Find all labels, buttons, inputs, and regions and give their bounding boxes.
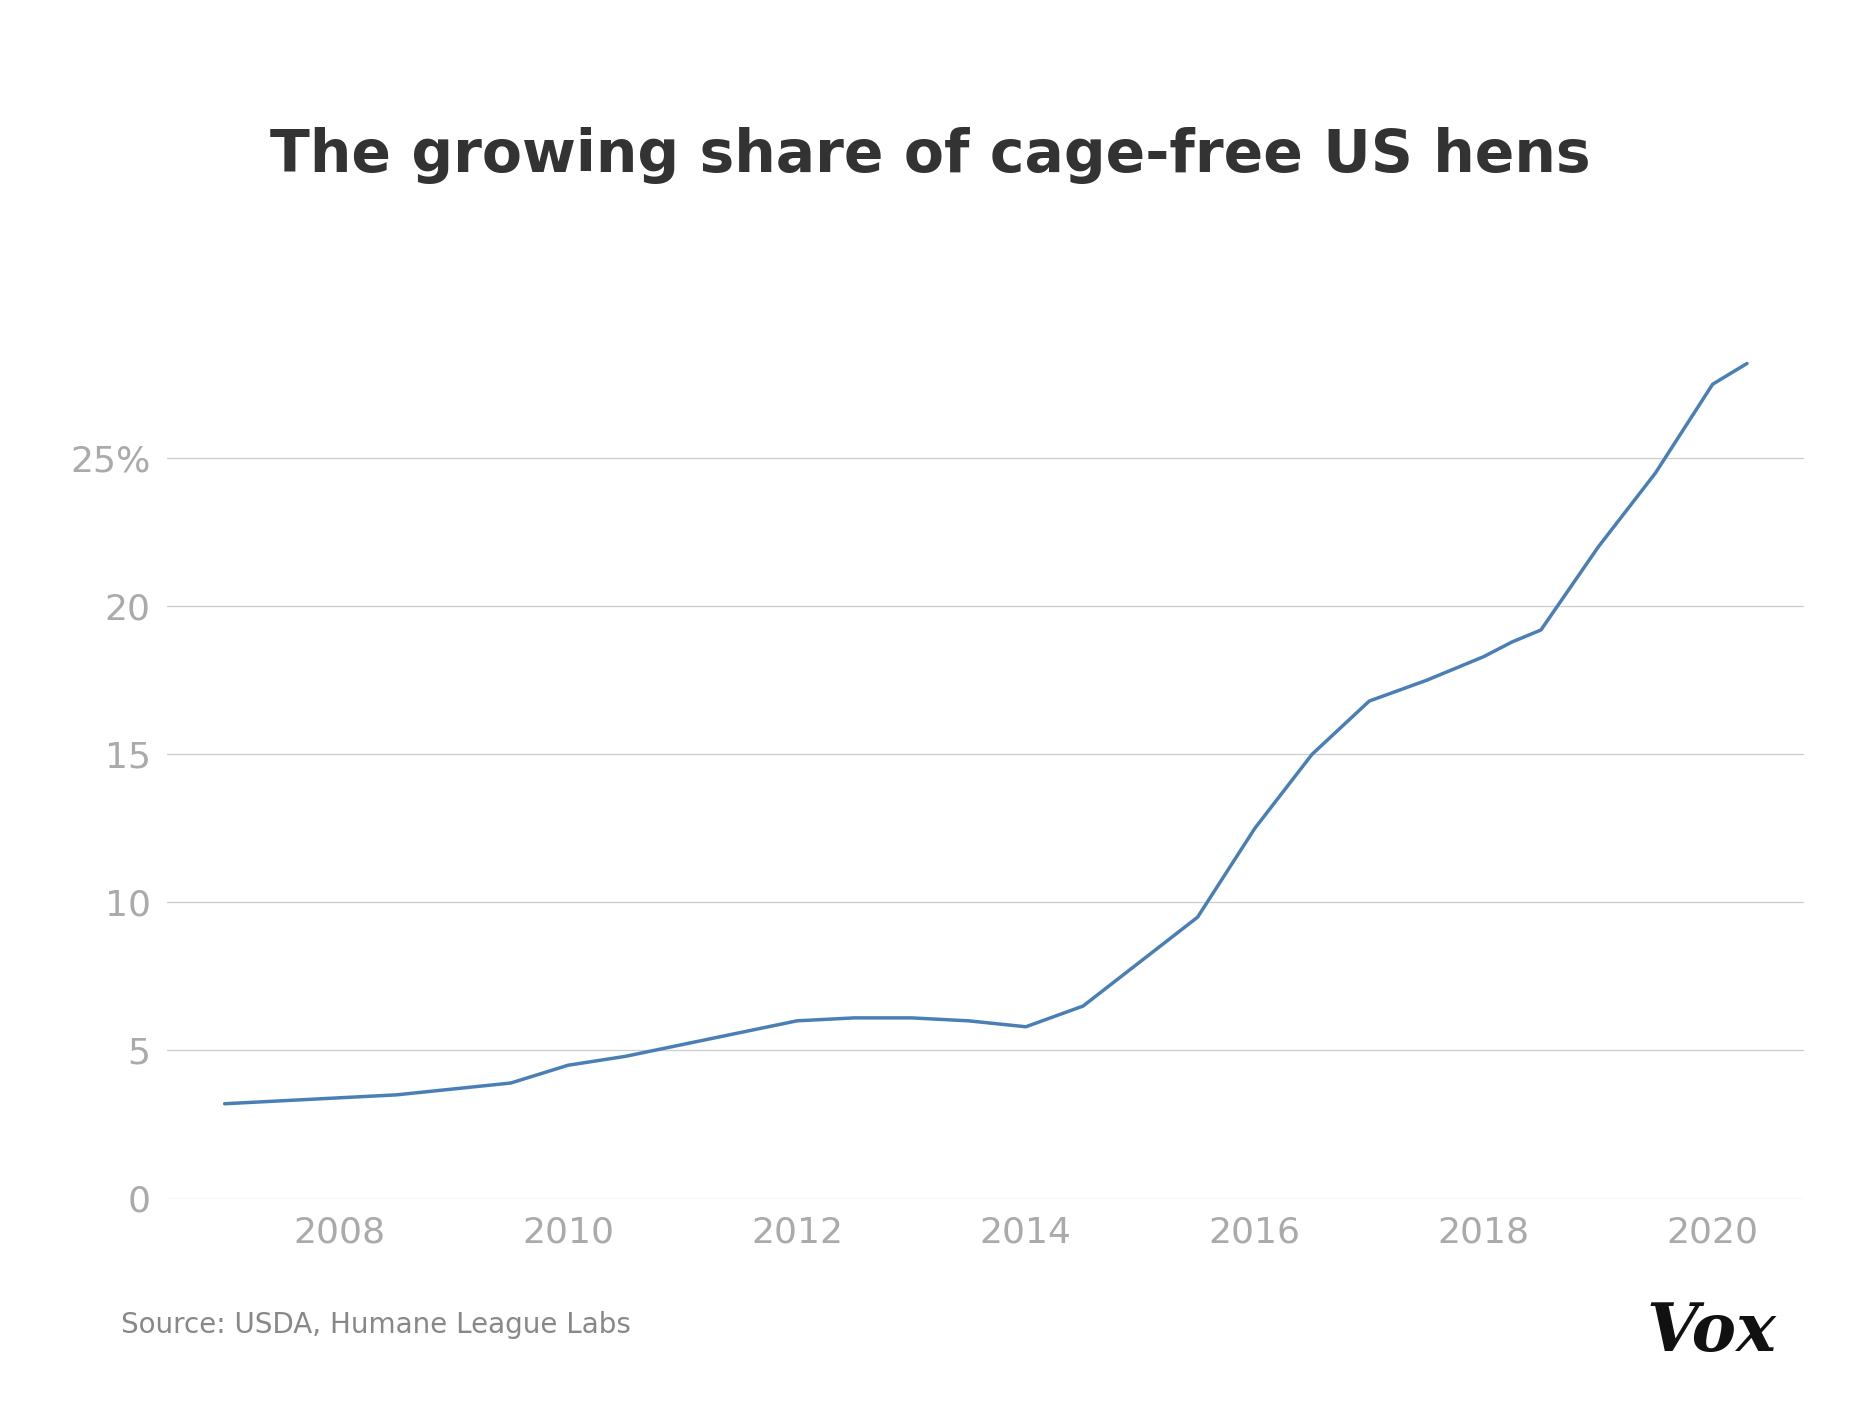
Text: Source: USDA, Humane League Labs: Source: USDA, Humane League Labs xyxy=(121,1311,631,1340)
Text: The growing share of cage-free US hens: The growing share of cage-free US hens xyxy=(270,127,1590,183)
Text: Vox: Vox xyxy=(1646,1300,1776,1365)
